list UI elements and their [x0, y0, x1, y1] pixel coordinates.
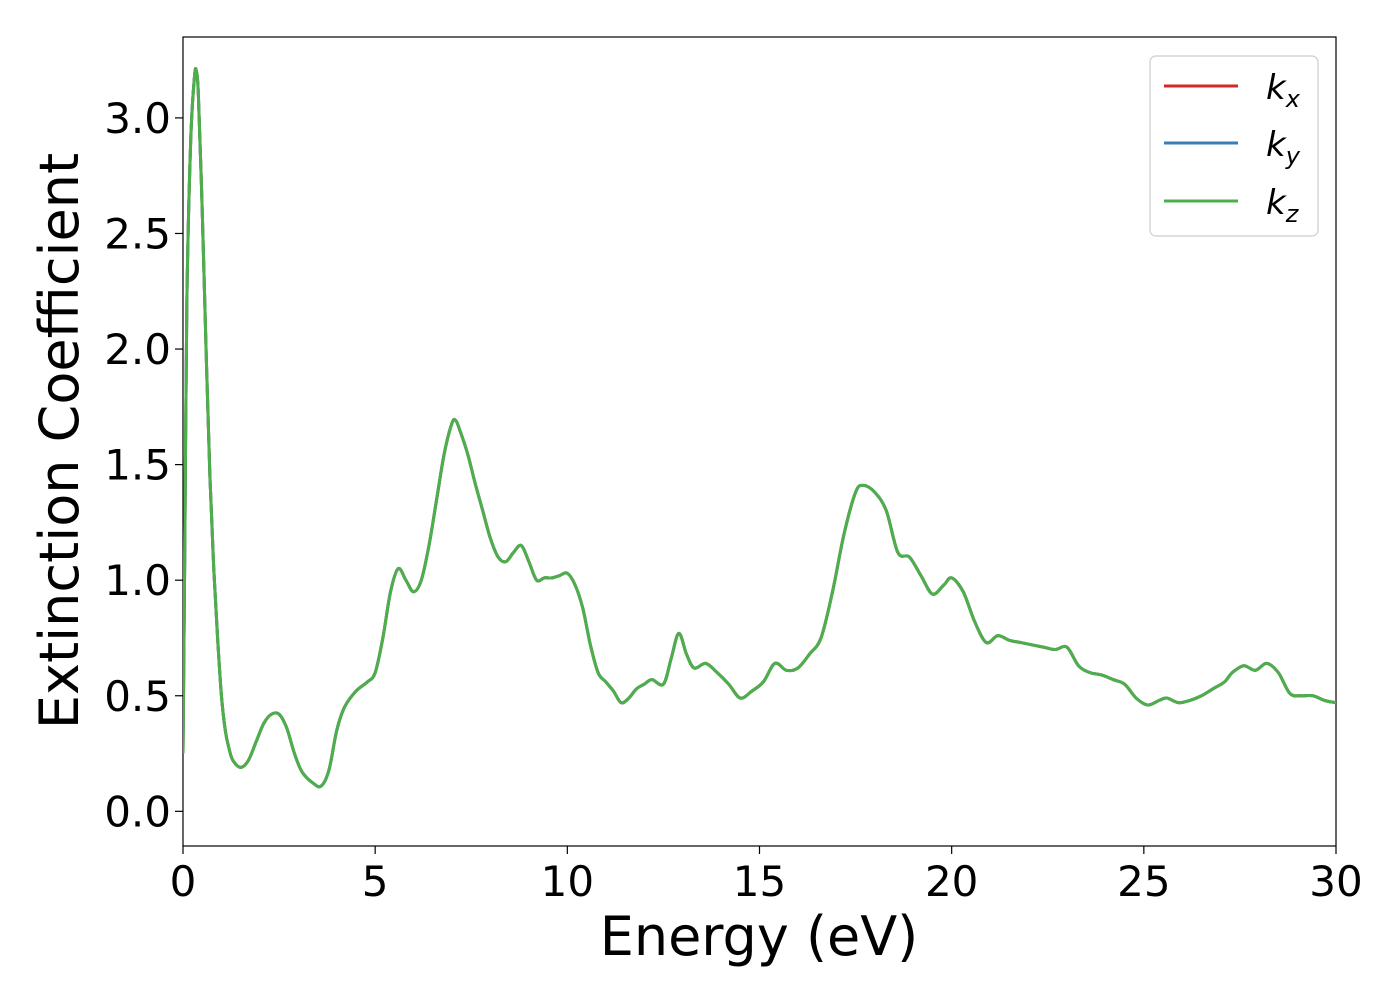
- legend-label-kx: kx: [1266, 68, 1301, 113]
- y-tick-label: 1.0: [104, 556, 171, 605]
- y-tick-label: 0.0: [104, 787, 171, 836]
- y-tick-label: 0.5: [104, 672, 171, 721]
- legend-symbol-kz: k: [1266, 183, 1287, 223]
- y-tick-label: 2.0: [104, 325, 171, 374]
- x-tick-label: 15: [733, 857, 786, 906]
- legend-subscript-ky: y: [1285, 142, 1301, 170]
- legend-entry-kz: kz: [1164, 183, 1300, 228]
- x-tick-label: 10: [541, 857, 594, 906]
- x-tick-label: 0: [170, 857, 197, 906]
- y-tick-label: 2.5: [104, 209, 171, 258]
- series-lines: [183, 66, 1336, 789]
- x-tick-label: 25: [1117, 857, 1170, 906]
- legend-subscript-kz: z: [1285, 200, 1300, 228]
- legend-subscript-kx: x: [1285, 85, 1301, 113]
- series-line-kz: [183, 66, 1336, 789]
- legend-entry-kx: kx: [1164, 68, 1301, 113]
- plot-area-frame: [182, 36, 1337, 847]
- x-tick-label: 30: [1309, 857, 1362, 906]
- legend-label-ky: ky: [1266, 125, 1301, 170]
- legend-symbol-kx: k: [1266, 68, 1287, 108]
- x-tick-label: 20: [925, 857, 978, 906]
- y-tick-label: 3.0: [104, 94, 171, 143]
- x-axis-label: Energy (eV): [600, 905, 919, 968]
- legend-box: [1149, 55, 1319, 237]
- legend-label-kz: kz: [1266, 183, 1300, 228]
- x-tick-label: 5: [362, 857, 389, 906]
- legend-entry-ky: ky: [1164, 125, 1301, 170]
- y-tick-label: 1.5: [104, 441, 171, 490]
- x-axis-ticks: 0 5 10 15 20 25 30: [170, 846, 1363, 906]
- legend-symbol-ky: k: [1266, 125, 1287, 165]
- legend: kx ky kz: [1149, 55, 1319, 237]
- y-axis-label: Extinction Coefficient: [28, 153, 91, 729]
- y-axis-ticks: 0.0 0.5 1.0 1.5 2.0 2.5 3.0: [104, 94, 183, 836]
